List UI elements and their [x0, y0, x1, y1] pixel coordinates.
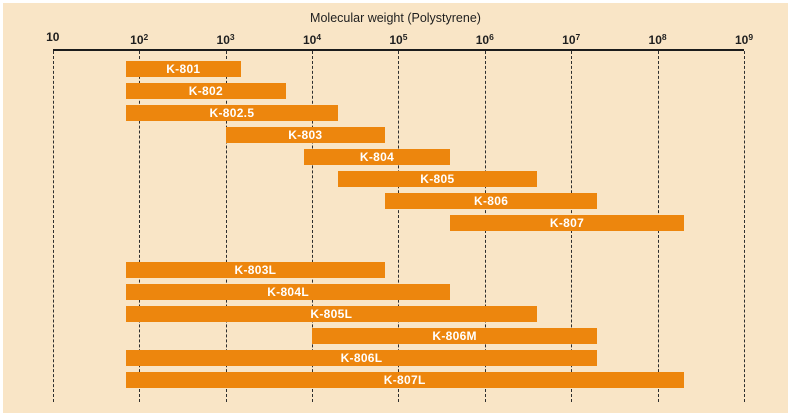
- gridline-10e1: [52, 51, 54, 402]
- range-bar-k-804l: K-804L: [125, 284, 451, 300]
- range-bar-k-801: K-801: [125, 61, 241, 77]
- range-bar-k-803: K-803: [225, 127, 385, 143]
- bar-label-k-806m: K-806M: [432, 329, 477, 343]
- x-tick-label-10e2: 102: [130, 32, 149, 47]
- range-bar-k-807l: K-807L: [125, 372, 684, 388]
- range-bar-k-807: K-807: [450, 215, 684, 231]
- gridline-10e9: [744, 51, 745, 402]
- x-tick-label-10e6: 106: [475, 32, 494, 47]
- range-bar-k-803l: K-803L: [125, 262, 385, 278]
- x-tick-label-10e3: 103: [216, 32, 235, 47]
- range-bar-k-805: K-805: [338, 171, 537, 187]
- bar-label-k-805l: K-805L: [310, 307, 353, 321]
- gridline-10e5: [398, 51, 400, 402]
- x-tick-label-10e5: 105: [389, 32, 408, 47]
- chart-title: Molecular weight (Polystyrene): [310, 11, 481, 25]
- range-bar-k-806m: K-806M: [312, 328, 598, 344]
- gridline-10e3: [225, 51, 227, 402]
- x-tick-label-10e8: 108: [648, 32, 667, 47]
- range-bar-k-806: K-806: [385, 193, 598, 209]
- bar-label-k-802: K-802: [188, 84, 223, 98]
- x-tick-label-10e9: 109: [734, 32, 754, 47]
- range-bar-k-804: K-804: [303, 149, 451, 165]
- x-tick-label-10e4: 104: [302, 32, 322, 47]
- bar-label-k-802.5: K-802.5: [209, 106, 255, 120]
- range-bar-k-802.5: K-802.5: [125, 105, 338, 121]
- bar-label-k-807l: K-807L: [383, 373, 426, 387]
- bar-label-k-804l: K-804L: [267, 285, 310, 299]
- bar-label-k-806: K-806: [474, 194, 509, 208]
- x-tick-label-10e1: 10: [46, 30, 60, 44]
- bar-label-k-805: K-805: [420, 172, 455, 186]
- bar-label-k-803: K-803: [288, 128, 323, 142]
- range-bar-k-802: K-802: [125, 83, 286, 99]
- bar-label-k-801: K-801: [166, 62, 201, 76]
- x-axis-line: [53, 49, 744, 51]
- bar-label-k-804: K-804: [359, 150, 395, 164]
- bar-label-k-807: K-807: [549, 216, 585, 230]
- x-tick-label-10e7: 107: [562, 32, 581, 47]
- range-bar-k-805l: K-805L: [125, 306, 537, 322]
- bar-label-k-803l: K-803L: [234, 263, 277, 277]
- gridline-10e4: [312, 51, 313, 402]
- bar-label-k-806l: K-806L: [340, 351, 383, 365]
- gridline-10e2: [139, 51, 141, 402]
- range-bar-k-806l: K-806L: [125, 350, 598, 366]
